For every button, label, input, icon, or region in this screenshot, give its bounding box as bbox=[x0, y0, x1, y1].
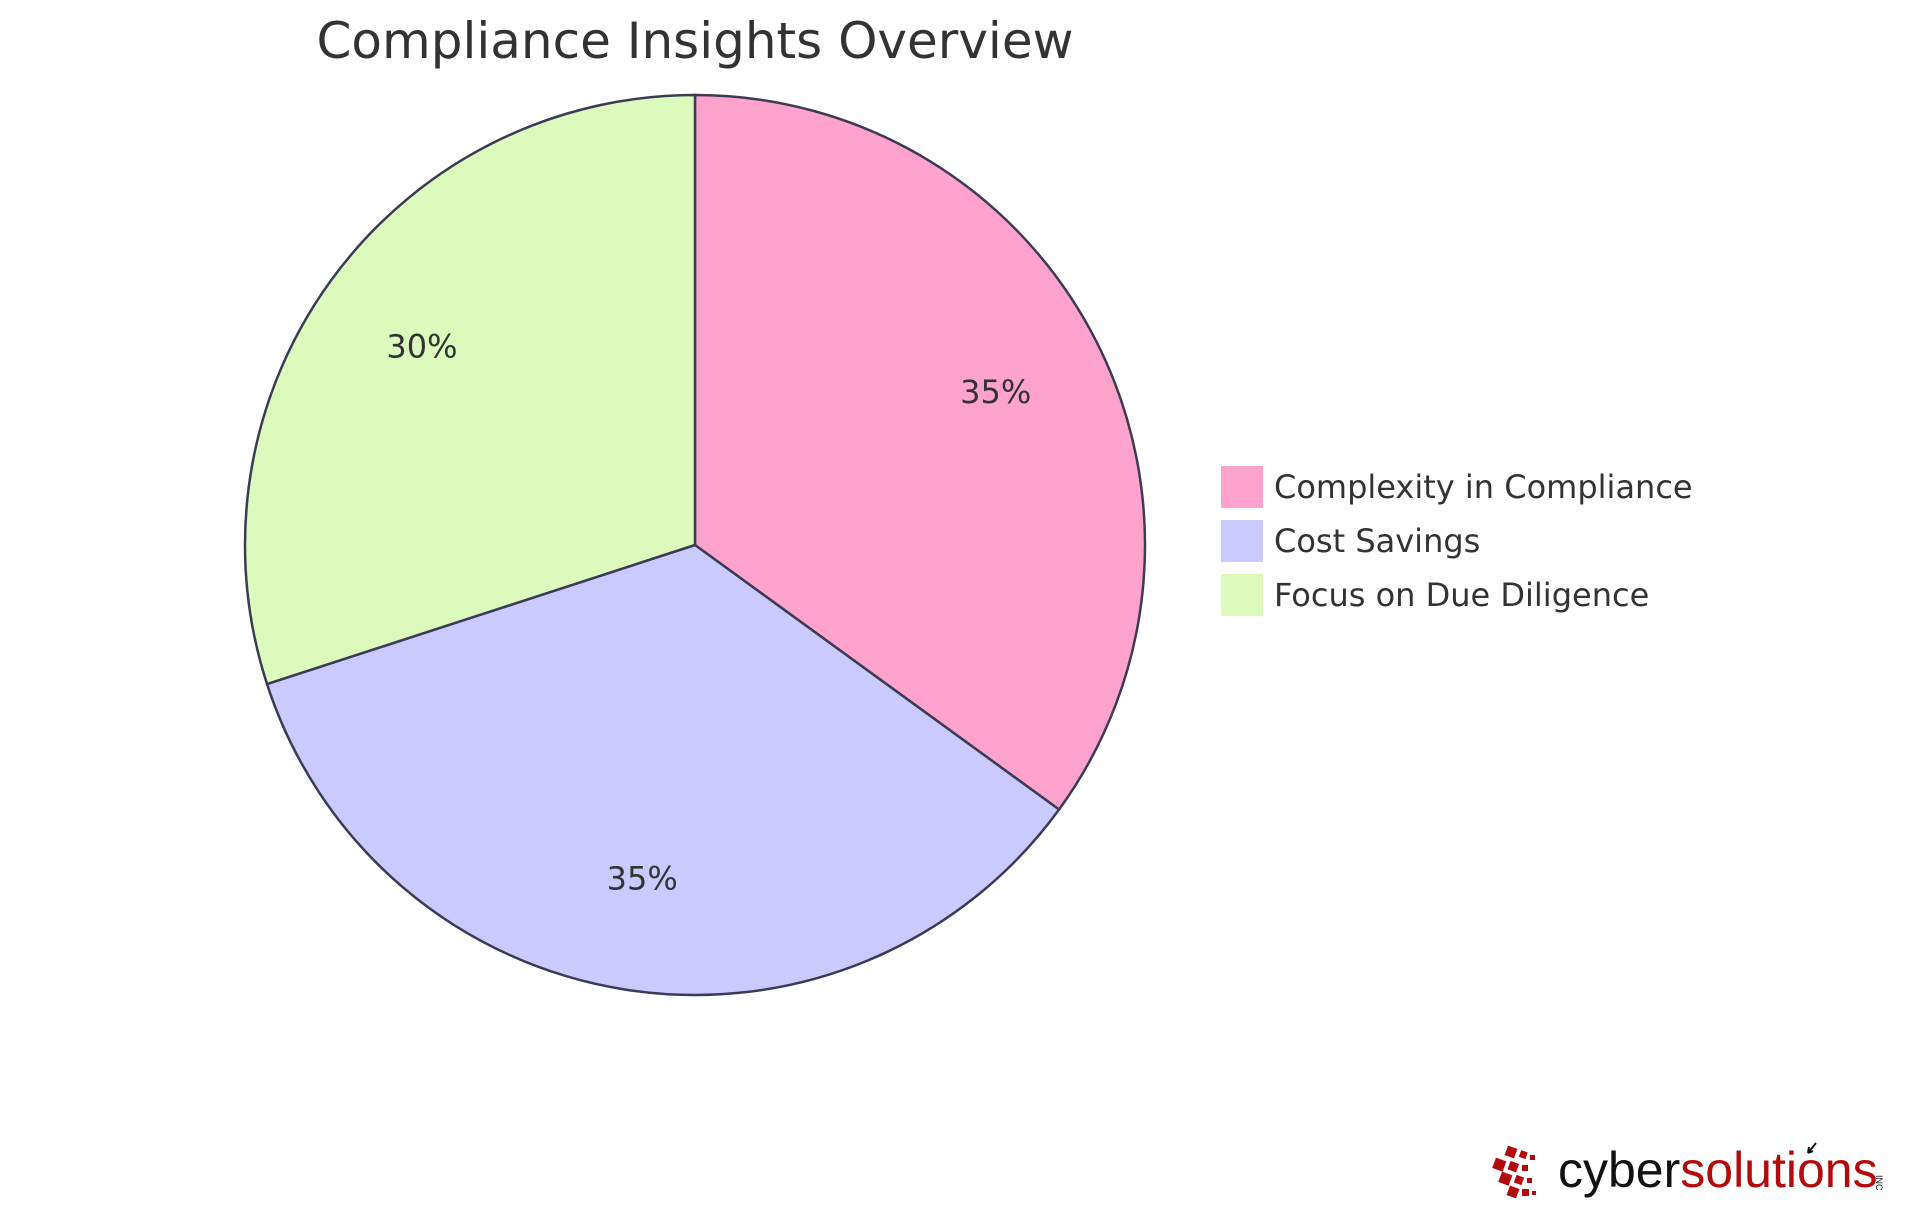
logo-text-solutions: solutions bbox=[1680, 1142, 1877, 1198]
legend-label: Focus on Due Diligence bbox=[1274, 576, 1649, 614]
legend-label: Complexity in Compliance bbox=[1274, 468, 1693, 506]
logo-arrow-icon bbox=[1807, 1142, 1817, 1154]
company-logo: cybersolutions INC bbox=[1492, 1142, 1884, 1199]
svg-text:cybersolutions: cybersolutions bbox=[1558, 1142, 1878, 1198]
logo-squares-icon bbox=[1492, 1145, 1536, 1199]
pie-slice-labels: 35% 35% 30% bbox=[386, 328, 1031, 898]
legend-label: Cost Savings bbox=[1274, 522, 1480, 560]
pie-slices bbox=[243, 93, 1147, 997]
legend: Complexity in Compliance Cost Savings Focu… bbox=[1219, 464, 1693, 618]
slice-percent-label: 30% bbox=[386, 328, 457, 366]
pie-slice-focus-on-due-diligence bbox=[243, 93, 697, 686]
legend-swatch bbox=[1219, 464, 1265, 510]
logo-text-cyber: cyber bbox=[1558, 1142, 1680, 1198]
slice-percent-label: 35% bbox=[607, 859, 678, 897]
chart-title: Compliance Insights Overview bbox=[317, 12, 1074, 70]
slice-percent-label: 35% bbox=[960, 373, 1031, 411]
legend-swatch bbox=[1219, 572, 1265, 618]
pie-slice-cost-savings bbox=[265, 543, 1061, 997]
legend-swatch bbox=[1219, 518, 1265, 564]
pie-slice-complexity-in-compliance bbox=[693, 93, 1147, 812]
logo-inc: INC bbox=[1874, 1175, 1884, 1191]
